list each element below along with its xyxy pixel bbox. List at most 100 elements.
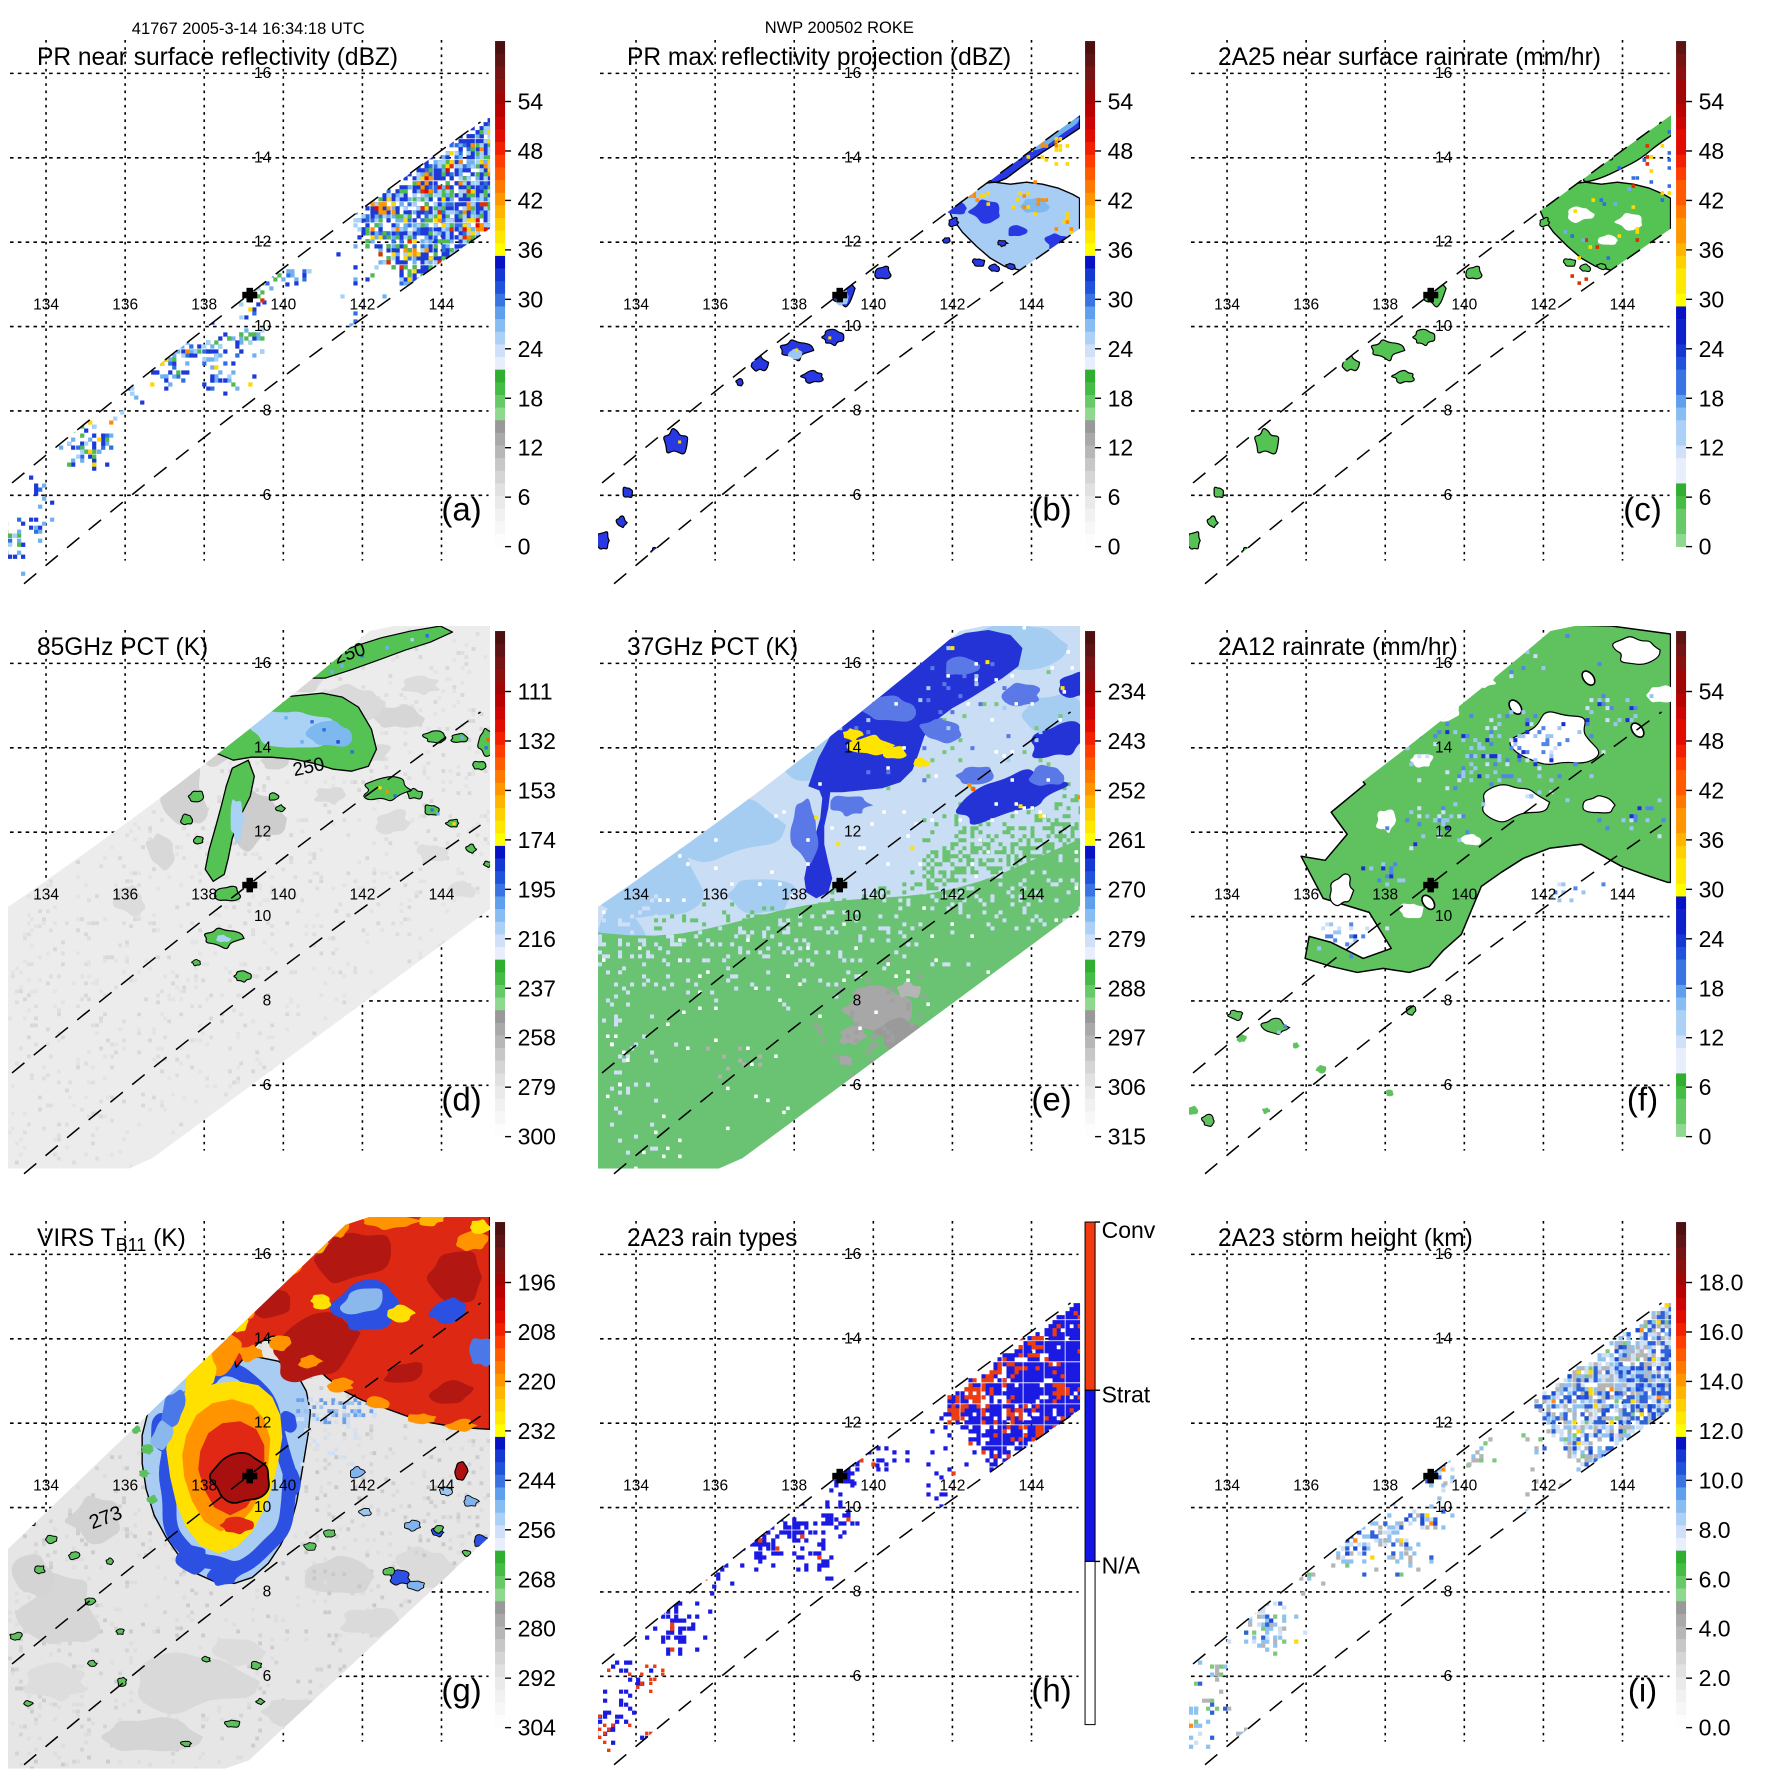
svg-text:196: 196 (518, 1270, 556, 1296)
svg-text:(c): (c) (1623, 491, 1662, 528)
svg-text:138: 138 (781, 1477, 807, 1494)
svg-text:6: 6 (1444, 1668, 1453, 1685)
svg-text:2A23 storm height (km): 2A23 storm height (km) (1218, 1225, 1473, 1252)
svg-text:140: 140 (860, 1477, 886, 1494)
svg-text:195: 195 (518, 876, 556, 902)
svg-text:(e): (e) (1031, 1081, 1071, 1118)
svg-text:134: 134 (1214, 886, 1240, 903)
svg-text:6: 6 (263, 487, 272, 504)
svg-text:6: 6 (853, 1077, 862, 1094)
svg-text:36: 36 (1699, 237, 1725, 263)
svg-text:280: 280 (518, 1616, 556, 1642)
svg-text:24: 24 (1699, 926, 1725, 952)
svg-text:12: 12 (518, 435, 544, 461)
svg-text:10.0: 10.0 (1699, 1467, 1744, 1493)
svg-text:Conv: Conv (1102, 1217, 1156, 1243)
svg-text:(i): (i) (1628, 1672, 1657, 1709)
svg-text:297: 297 (1108, 1025, 1146, 1051)
svg-text:2A23 rain types: 2A23 rain types (627, 1225, 797, 1252)
svg-text:10: 10 (1435, 908, 1453, 925)
svg-text:244: 244 (518, 1467, 557, 1493)
svg-text:153: 153 (518, 777, 556, 803)
svg-text:140: 140 (860, 886, 886, 903)
svg-text:140: 140 (860, 296, 886, 313)
svg-text:14: 14 (254, 149, 272, 166)
svg-text:0: 0 (1699, 534, 1712, 560)
svg-text:138: 138 (781, 296, 807, 313)
svg-text:136: 136 (702, 296, 728, 313)
svg-text:24: 24 (1108, 336, 1134, 362)
svg-text:6: 6 (1108, 484, 1121, 510)
svg-text:8: 8 (263, 1583, 272, 1600)
svg-text:140: 140 (270, 296, 296, 313)
svg-text:144: 144 (1610, 886, 1636, 903)
svg-text:16: 16 (1435, 655, 1452, 672)
svg-text:256: 256 (518, 1517, 556, 1543)
svg-text:132: 132 (518, 728, 556, 754)
svg-text:300: 300 (518, 1124, 556, 1150)
svg-text:18: 18 (1699, 975, 1725, 1001)
svg-text:134: 134 (33, 1477, 59, 1494)
svg-text:48: 48 (518, 138, 544, 164)
svg-text:144: 144 (1610, 296, 1636, 313)
svg-text:288: 288 (1108, 975, 1146, 1001)
svg-text:(h): (h) (1031, 1672, 1071, 1709)
svg-text:6: 6 (1444, 487, 1453, 504)
svg-text:12: 12 (254, 234, 271, 251)
svg-text:144: 144 (429, 296, 455, 313)
svg-text:37GHz PCT (K): 37GHz PCT (K) (627, 634, 798, 661)
svg-text:0: 0 (518, 534, 531, 560)
svg-text:48: 48 (1699, 138, 1725, 164)
svg-text:16: 16 (1435, 1246, 1452, 1263)
svg-text:30: 30 (1699, 286, 1725, 312)
svg-text:138: 138 (191, 886, 217, 903)
svg-text:220: 220 (518, 1368, 556, 1394)
svg-text:136: 136 (112, 886, 138, 903)
svg-text:144: 144 (1019, 1477, 1045, 1494)
svg-text:(f): (f) (1627, 1081, 1658, 1118)
svg-text:(d): (d) (441, 1081, 481, 1118)
svg-text:8: 8 (1444, 1583, 1453, 1600)
svg-text:261: 261 (1108, 827, 1146, 853)
svg-text:85GHz PCT (K): 85GHz PCT (K) (37, 634, 208, 661)
svg-text:NWP 200502 ROKE: NWP 200502 ROKE (765, 19, 914, 37)
svg-text:140: 140 (1451, 886, 1477, 903)
svg-text:42: 42 (1108, 187, 1134, 213)
svg-text:48: 48 (1699, 728, 1725, 754)
svg-text:268: 268 (518, 1566, 556, 1592)
svg-text:258: 258 (518, 1025, 556, 1051)
svg-text:142: 142 (1530, 296, 1556, 313)
svg-text:144: 144 (429, 886, 455, 903)
svg-text:138: 138 (1372, 1477, 1398, 1494)
svg-text:8.0: 8.0 (1699, 1517, 1731, 1543)
svg-text:142: 142 (1530, 1477, 1556, 1494)
svg-text:315: 315 (1108, 1124, 1146, 1150)
svg-text:279: 279 (518, 1074, 556, 1100)
svg-text:134: 134 (1214, 1477, 1240, 1494)
svg-text:134: 134 (623, 296, 649, 313)
svg-text:(g): (g) (441, 1672, 481, 1709)
svg-text:14: 14 (1435, 1330, 1453, 1347)
svg-text:138: 138 (1372, 886, 1398, 903)
svg-text:42: 42 (518, 187, 544, 213)
svg-text:6: 6 (1699, 1074, 1712, 1100)
svg-text:142: 142 (349, 296, 375, 313)
svg-text:0.0: 0.0 (1699, 1715, 1731, 1741)
svg-text:16: 16 (254, 1246, 271, 1263)
svg-text:36: 36 (518, 237, 544, 263)
svg-text:10: 10 (844, 908, 862, 925)
svg-text:142: 142 (1530, 886, 1556, 903)
svg-text:174: 174 (518, 827, 557, 853)
svg-text:14: 14 (1435, 149, 1453, 166)
svg-text:54: 54 (518, 89, 544, 115)
svg-text:18.0: 18.0 (1699, 1270, 1744, 1296)
svg-text:0: 0 (1108, 534, 1121, 560)
svg-text:12: 12 (1435, 1415, 1452, 1432)
svg-text:8: 8 (853, 1583, 862, 1600)
svg-text:142: 142 (939, 1477, 965, 1494)
svg-text:134: 134 (33, 296, 59, 313)
svg-text:142: 142 (939, 296, 965, 313)
svg-text:12: 12 (254, 1415, 271, 1432)
svg-text:140: 140 (1451, 1477, 1477, 1494)
svg-text:2A25 near surface rainrate (mm: 2A25 near surface rainrate (mm/hr) (1218, 44, 1601, 71)
